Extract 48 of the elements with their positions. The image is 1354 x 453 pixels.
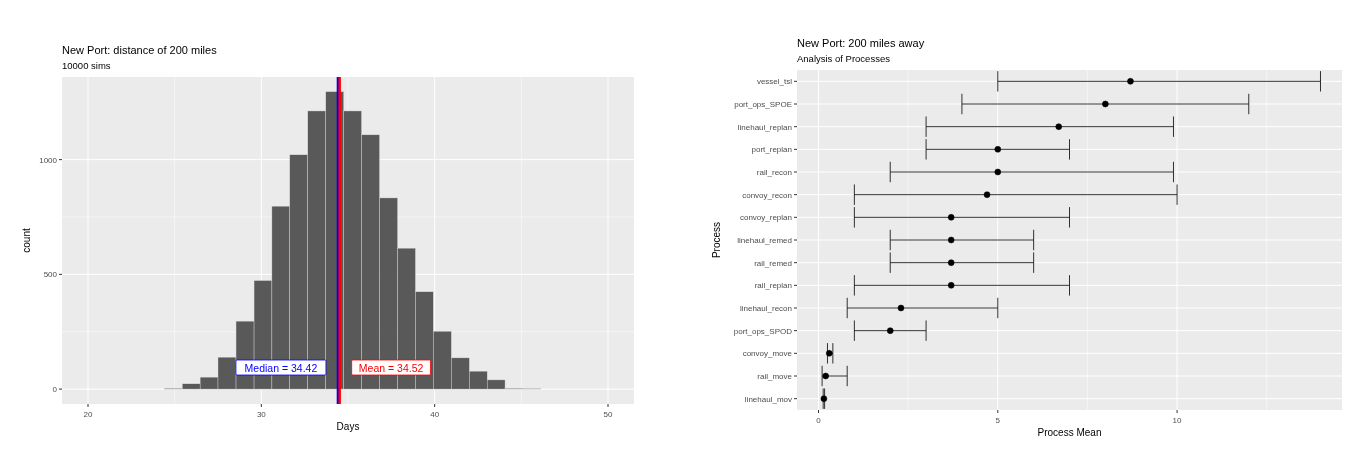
chart-subtitle: 10000 sims [62,60,111,71]
x-tick-label: 10 [1172,416,1183,425]
x-tick-label: 50 [603,410,613,419]
ref-line-label: Mean = 34.52 [358,361,424,374]
y-tick-label: 0 [52,385,58,395]
chart-subtitle: Analysis of Processes [797,53,891,64]
point [886,327,894,334]
y-tick-label: 1000 [39,155,58,165]
y-tick-label: linehaul_replan [737,122,792,132]
point [947,236,955,244]
y-tick-label: convoy_replan [739,213,792,223]
y-tick-label: convoy_recon [742,190,792,200]
y-tick-label: port_ops_SPOD [733,326,793,336]
y-tick-label: linehaul_remed [737,236,792,245]
x-tick-label: 40 [430,410,440,419]
y-tick-label: 500 [43,270,58,280]
y-tick-label: rail_recon [756,168,792,177]
chart-title: New Port: 200 miles away [797,37,925,49]
x-tick-label: 20 [83,410,93,419]
point [897,304,905,312]
y-tick-label: rail_replan [754,281,792,291]
ref-line-label: Median = 34.42 [244,361,318,374]
x-axis-title: Process Mean [1037,427,1102,438]
x-tick-label: 0 [816,416,822,425]
point [947,214,955,221]
x-tick-label: 5 [995,416,1001,425]
y-tick-label: rail_move [757,372,793,381]
point [1127,78,1134,85]
x-tick-label: 30 [256,410,267,419]
point [1102,100,1109,108]
point [1055,123,1062,130]
point [983,191,991,198]
y-axis-title: count [21,228,32,253]
x-axis-title: Days [336,421,360,432]
y-tick-label: port_ops_SPOE [734,100,792,109]
point [822,372,829,380]
point [947,259,955,266]
point [947,282,955,289]
y-tick-label: rail_remed [754,258,792,268]
point [994,168,1002,176]
y-tick-label: linehaul_mov [744,394,792,404]
y-tick-label: vessel_tsl [756,77,793,87]
y-tick-label: linehaul_recon [739,304,792,313]
y-axis-title: Process [711,221,722,259]
chart-title: New Port: distance of 200 miles [62,44,218,56]
point [994,146,1002,153]
y-tick-label: convoy_move [742,349,793,359]
y-tick-label: port_replan [751,145,792,155]
